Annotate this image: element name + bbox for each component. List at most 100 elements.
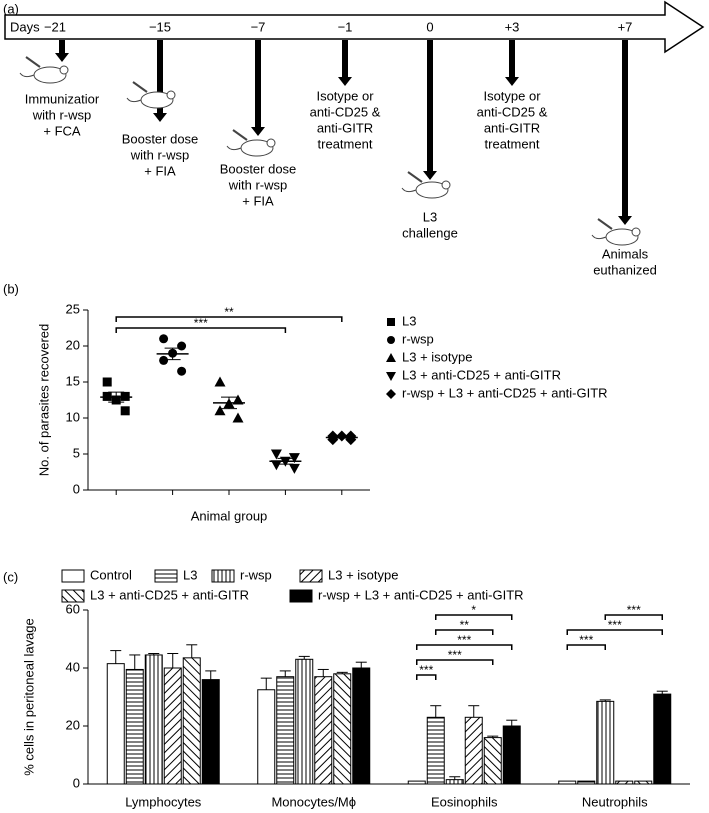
panel-label: (b) [3, 281, 19, 296]
point [214, 376, 226, 387]
legend-swatch [289, 589, 313, 603]
legend-marker [387, 318, 395, 326]
bar [106, 663, 125, 785]
significance-bracket [416, 644, 513, 650]
event-text: anti-CD25 & [477, 104, 548, 119]
event-text: + FCA [43, 123, 81, 138]
mouse-icon [401, 187, 417, 193]
legend-label: Control [90, 567, 132, 582]
event-arrow-head [505, 77, 519, 86]
legend-swatch [61, 589, 85, 603]
significance-bracket [566, 644, 606, 650]
event-text: Booster dose [220, 161, 297, 176]
event-arrow-head [153, 113, 167, 122]
y-tick-label: 0 [73, 481, 80, 496]
significance-label: ** [224, 305, 234, 319]
bar [276, 676, 295, 785]
y-axis-label: No. of parasites recovered [36, 324, 51, 476]
mouse-icon [631, 227, 641, 237]
point [232, 394, 244, 405]
y-tick-label: 15 [66, 373, 80, 388]
mouse-icon [59, 65, 69, 75]
significance-label: *** [579, 633, 593, 647]
bar [352, 667, 371, 785]
bar [445, 779, 464, 785]
event-text: with r-wsp [228, 177, 288, 192]
point [120, 406, 130, 416]
bar [182, 657, 201, 785]
legend-label: L3 [402, 313, 416, 328]
day-label: −1 [338, 19, 353, 34]
event-text: with r-wsp [130, 147, 190, 162]
day-label: +7 [618, 19, 633, 34]
event-arrow-head [251, 127, 265, 136]
legend-label: r-wsp [240, 567, 272, 582]
event-text: anti-CD25 & [310, 104, 381, 119]
significance-bracket [115, 316, 343, 322]
legend-swatch [211, 569, 235, 583]
event-text: Isotype or [316, 88, 374, 103]
bar [201, 679, 220, 785]
event-text: + FIA [144, 163, 176, 178]
syringe-icon [407, 171, 423, 183]
mouse-icon [266, 138, 276, 148]
x-tick-label: Lymphocytes [125, 794, 202, 809]
legend-label: r-wsp + L3 + anti-CD25 + anti-GITR [318, 587, 524, 602]
bar [163, 667, 182, 785]
significance-bracket [416, 659, 494, 665]
event-text: treatment [318, 136, 373, 151]
bar [577, 780, 596, 785]
event-text: Isotype or [483, 88, 541, 103]
point [214, 405, 226, 416]
point [288, 453, 300, 464]
mouse-icon [226, 145, 242, 151]
event-text: Immunizatior [25, 91, 100, 106]
y-tick-label: 0 [73, 775, 80, 790]
bar [634, 780, 653, 785]
legend-label: r-wsp [402, 331, 434, 346]
syringe-icon [25, 56, 41, 68]
legend-marker [386, 372, 396, 381]
event-arrow-head [338, 77, 352, 86]
bar [295, 658, 314, 785]
bar [125, 668, 144, 785]
mouse-icon [126, 97, 142, 103]
y-tick-label: 20 [66, 717, 80, 732]
bar [314, 676, 333, 785]
legend-label: L3 [183, 567, 197, 582]
x-tick-label: Eosinophils [431, 794, 498, 809]
y-tick-label: 10 [66, 409, 80, 424]
bar [502, 725, 521, 785]
day-label: +3 [505, 19, 520, 34]
x-tick-label: Neutrophils [582, 794, 648, 809]
panel-label: (c) [3, 569, 18, 584]
day-label: 0 [426, 19, 433, 34]
day-label: −21 [44, 19, 66, 34]
legend-swatch [61, 569, 85, 583]
syringe-icon [597, 218, 613, 230]
significance-label: *** [627, 603, 641, 617]
day-label: −7 [251, 19, 266, 34]
bar [483, 737, 502, 785]
significance-label: * [471, 603, 476, 617]
event-text: anti-GITR [317, 120, 373, 135]
event-text: challenge [402, 225, 458, 240]
legend-label: r-wsp + L3 + anti-CD25 + anti-GITR [402, 385, 608, 400]
significance-bracket [435, 629, 494, 635]
legend-marker [386, 353, 396, 362]
point [159, 355, 169, 365]
y-tick-label: 60 [66, 601, 80, 616]
point [336, 430, 348, 442]
legend-label: L3 + isotype [328, 567, 398, 582]
significance-label: ** [460, 618, 470, 632]
bar [558, 780, 577, 785]
point [288, 463, 300, 474]
significance-label: *** [194, 316, 208, 330]
significance-label: *** [608, 618, 622, 632]
bar [333, 673, 352, 785]
significance-label: *** [419, 663, 433, 677]
x-tick-label: Monocytes/Mϕ [271, 794, 356, 809]
significance-label: *** [448, 648, 462, 662]
bar [596, 700, 615, 785]
